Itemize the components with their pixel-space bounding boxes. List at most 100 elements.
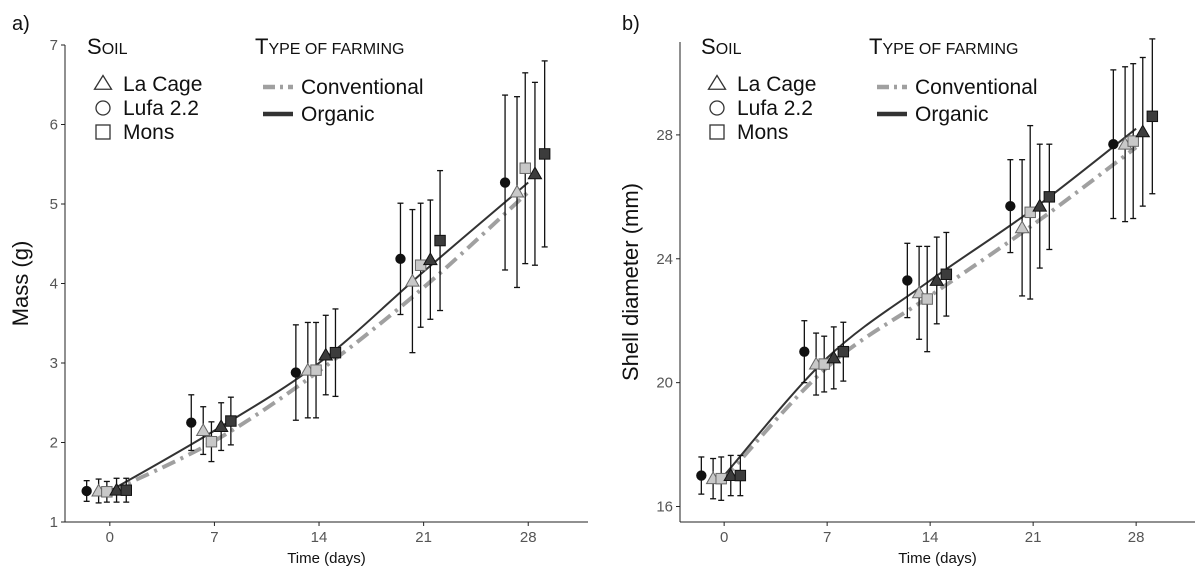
point-mons-conventional bbox=[310, 364, 322, 376]
legend-title-soil-cap: S bbox=[701, 34, 716, 59]
point-la-cage-organic bbox=[422, 252, 438, 266]
point-mons-organic bbox=[1146, 110, 1159, 123]
point-la-cage-conventional bbox=[1014, 220, 1030, 234]
point-lufa-2-2-organic bbox=[186, 417, 197, 428]
x-axis-title: Time (days) bbox=[898, 550, 977, 566]
panel-label: a) bbox=[12, 13, 30, 35]
point-lufa-2-2-organic bbox=[395, 253, 406, 265]
point-mons-organic bbox=[434, 234, 446, 247]
legend-circle-icon bbox=[709, 100, 725, 116]
point-la-cage-organic bbox=[109, 482, 125, 496]
point-la-cage-conventional bbox=[404, 273, 420, 287]
legend-title-farming: TYPE OF FARMING bbox=[255, 34, 404, 59]
x-tick-label: 0 bbox=[106, 529, 114, 546]
legend-title-farming-cap: T bbox=[869, 34, 882, 59]
point-mons-conventional bbox=[1024, 206, 1036, 219]
point-mons-conventional bbox=[921, 293, 933, 305]
legend-square-icon bbox=[95, 124, 111, 140]
y-tick-label: 1 bbox=[50, 514, 58, 531]
legend-farming-label: Organic bbox=[915, 103, 989, 126]
legend-square-icon bbox=[709, 124, 725, 140]
legend-title-farming: TYPE OF FARMING bbox=[869, 34, 1018, 59]
panel-label: b) bbox=[622, 13, 640, 35]
legend-soil-label: Lufa 2.2 bbox=[123, 97, 199, 120]
legend-soil-label: La Cage bbox=[123, 73, 202, 96]
point-lufa-2-2-organic bbox=[499, 177, 511, 188]
x-tick-label: 28 bbox=[520, 529, 537, 546]
point-la-cage-organic bbox=[1135, 124, 1151, 138]
legend-soil-label: Mons bbox=[737, 121, 788, 144]
trend-line-organic bbox=[109, 181, 529, 492]
y-tick-label: 6 bbox=[50, 117, 58, 134]
y-tick-label: 7 bbox=[50, 37, 58, 54]
point-lufa-2-2-organic bbox=[1108, 139, 1119, 150]
y-tick-label: 4 bbox=[50, 276, 58, 293]
legend-title-soil-cap: S bbox=[87, 34, 102, 59]
x-tick-label: 21 bbox=[1025, 529, 1042, 546]
y-tick-label: 2 bbox=[50, 435, 58, 452]
trend-line-conventional bbox=[722, 145, 1138, 480]
x-tick-label: 28 bbox=[1128, 529, 1145, 546]
legend-title-farming-rest: YPE OF FARMING bbox=[882, 41, 1018, 58]
legend-title-farming-cap: T bbox=[255, 34, 268, 59]
point-lufa-2-2-organic bbox=[902, 275, 913, 286]
point-lufa-2-2-organic bbox=[696, 470, 707, 481]
y-tick-label: 3 bbox=[50, 355, 58, 372]
point-mons-organic bbox=[225, 415, 237, 427]
legend-triangle-icon bbox=[707, 74, 727, 90]
point-lufa-2-2-organic bbox=[799, 346, 810, 357]
point-mons-organic bbox=[538, 148, 551, 160]
legend-farming-label: Conventional bbox=[915, 76, 1038, 99]
legend-soil-label: La Cage bbox=[737, 73, 816, 96]
y-axis-title: Shell diameter (mm) bbox=[618, 183, 643, 381]
y-tick-label: 20 bbox=[656, 375, 673, 392]
point-lufa-2-2-organic bbox=[290, 367, 302, 378]
x-tick-label: 21 bbox=[415, 529, 432, 546]
panel-b: b) 16 20 24 28 0 7 14 21 28 Time (days) Shell diame… bbox=[618, 13, 1195, 566]
y-tick-label: 24 bbox=[656, 251, 673, 268]
x-axis-title: Time (days) bbox=[287, 550, 366, 566]
point-la-cage-organic bbox=[826, 350, 842, 364]
legend-title-soil-rest: OIL bbox=[716, 41, 742, 58]
point-mons-organic bbox=[120, 484, 132, 496]
point-mons-conventional bbox=[519, 162, 531, 174]
legend-circle-icon bbox=[95, 100, 111, 116]
legend-triangle-icon bbox=[93, 74, 113, 90]
panel-a: a) 1 2 3 4 5 6 7 0 7 14 21 28 Time (days) Mass (g) SOIL… bbox=[8, 13, 588, 566]
point-mons-conventional bbox=[205, 435, 218, 448]
legend-title-soil-rest: OIL bbox=[102, 41, 128, 58]
legend-farming-label: Organic bbox=[301, 103, 375, 126]
point-la-cage-organic bbox=[318, 347, 334, 361]
legend-title-soil: SOIL bbox=[87, 34, 128, 59]
point-mons-organic bbox=[734, 469, 747, 482]
point-mons-conventional bbox=[1127, 135, 1139, 147]
x-tick-label: 0 bbox=[720, 529, 728, 546]
trend-line-organic bbox=[723, 127, 1137, 477]
x-tick-label: 7 bbox=[210, 529, 218, 546]
point-mons-organic bbox=[1043, 191, 1056, 203]
point-la-cage-organic bbox=[527, 166, 543, 180]
point-mons-conventional bbox=[414, 259, 427, 271]
legend-soil-label: Mons bbox=[123, 121, 174, 144]
legend-title-soil: SOIL bbox=[701, 34, 742, 59]
y-tick-label: 28 bbox=[656, 127, 673, 144]
legend-title-farming-rest: YPE OF FARMING bbox=[268, 41, 404, 58]
point-mons-organic bbox=[837, 345, 850, 358]
legend-farming-label: Conventional bbox=[301, 76, 424, 99]
point-la-cage-organic bbox=[213, 418, 229, 433]
legend-soil-label: Lufa 2.2 bbox=[737, 97, 813, 120]
point-la-cage-conventional bbox=[509, 184, 525, 198]
point-lufa-2-2-organic bbox=[81, 485, 92, 497]
point-lufa-2-2-organic bbox=[1005, 200, 1016, 212]
point-mons-organic bbox=[940, 268, 953, 280]
x-tick-label: 14 bbox=[922, 529, 939, 546]
x-tick-label: 7 bbox=[823, 529, 831, 546]
y-tick-label: 16 bbox=[656, 499, 673, 516]
point-la-cage-conventional bbox=[195, 422, 211, 437]
point-la-cage-organic bbox=[723, 467, 739, 481]
point-la-cage-organic bbox=[1032, 198, 1048, 212]
x-tick-label: 14 bbox=[311, 529, 328, 546]
